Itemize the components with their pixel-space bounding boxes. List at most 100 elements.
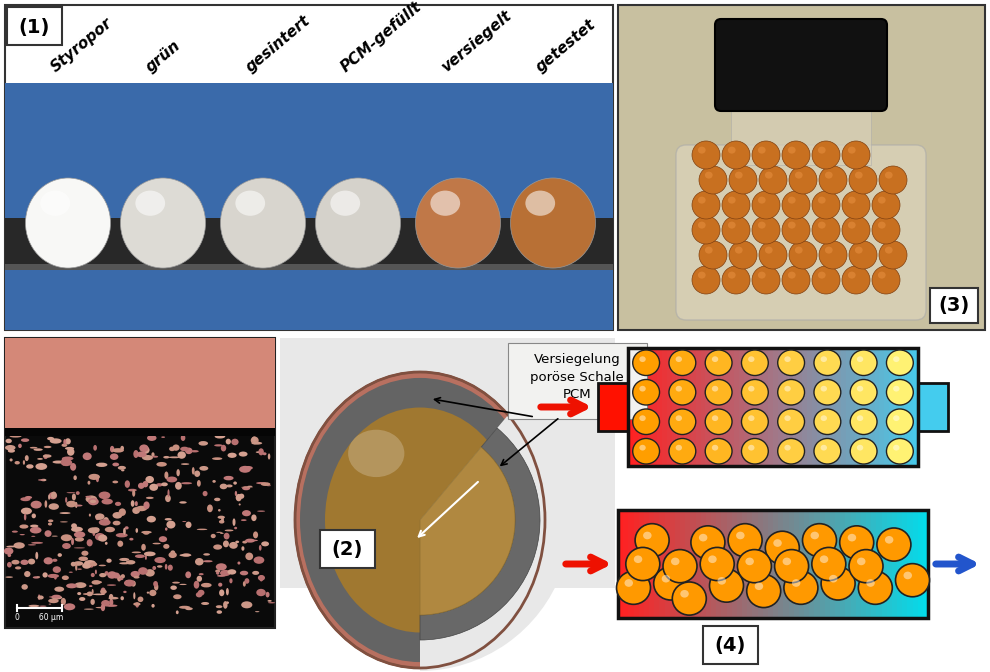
Ellipse shape [95,533,105,541]
Ellipse shape [243,486,250,491]
Ellipse shape [195,558,204,565]
Ellipse shape [31,501,42,509]
Bar [731,110,871,165]
Ellipse shape [782,558,791,565]
Ellipse shape [855,247,862,253]
Ellipse shape [70,562,76,566]
Ellipse shape [896,564,930,597]
Text: Styropor: Styropor [49,15,116,75]
Ellipse shape [818,197,826,204]
Ellipse shape [257,511,265,512]
Ellipse shape [90,562,97,566]
Ellipse shape [820,556,829,563]
Bar [690,510,697,618]
Text: PCM-gefüllt: PCM-gefüllt [339,0,425,75]
Ellipse shape [23,460,25,465]
Bar [923,510,929,618]
Ellipse shape [96,462,107,467]
Ellipse shape [260,482,270,486]
Ellipse shape [176,610,178,614]
Ellipse shape [67,448,74,456]
Ellipse shape [617,571,650,604]
Ellipse shape [737,532,744,540]
Ellipse shape [821,567,855,600]
Ellipse shape [79,597,85,601]
Ellipse shape [110,446,114,452]
Ellipse shape [21,497,31,501]
Bar [5,428,275,436]
Ellipse shape [130,538,134,540]
Bar [889,348,895,466]
Ellipse shape [814,380,841,405]
Ellipse shape [10,435,22,437]
Ellipse shape [239,493,245,499]
Ellipse shape [224,533,230,540]
Ellipse shape [722,191,750,219]
Text: (4): (4) [715,636,745,655]
Ellipse shape [718,577,726,585]
Ellipse shape [223,540,229,547]
Ellipse shape [213,480,216,482]
Ellipse shape [185,521,191,528]
Ellipse shape [61,458,67,466]
Ellipse shape [258,448,264,456]
Ellipse shape [221,178,306,268]
Bar [899,348,905,466]
Ellipse shape [220,533,224,534]
Bar [907,510,914,618]
Bar [716,510,723,618]
Ellipse shape [213,544,222,550]
Ellipse shape [735,247,742,253]
Ellipse shape [164,564,167,570]
Bar [753,348,759,466]
Ellipse shape [226,439,231,444]
Ellipse shape [161,482,168,487]
Bar [897,510,903,618]
Ellipse shape [172,444,179,451]
Ellipse shape [136,191,165,216]
Ellipse shape [680,590,689,597]
Ellipse shape [152,566,156,570]
Ellipse shape [65,438,71,444]
Ellipse shape [858,571,892,604]
Ellipse shape [87,539,93,546]
Ellipse shape [28,544,36,546]
Bar [618,510,928,618]
Ellipse shape [236,191,265,216]
Ellipse shape [879,166,907,194]
Ellipse shape [50,438,61,444]
Ellipse shape [784,356,791,362]
Bar [855,348,861,466]
Ellipse shape [149,590,156,596]
Ellipse shape [147,591,149,594]
Ellipse shape [758,146,765,154]
Bar [638,348,644,466]
Bar [799,510,805,618]
Ellipse shape [633,438,659,464]
Ellipse shape [121,178,206,268]
Ellipse shape [765,171,772,179]
Ellipse shape [165,495,171,502]
Ellipse shape [51,595,61,599]
Ellipse shape [758,271,765,279]
Ellipse shape [857,415,863,421]
Ellipse shape [168,456,180,458]
Bar [815,510,821,618]
Ellipse shape [229,542,238,549]
Ellipse shape [73,475,77,480]
Ellipse shape [788,222,796,228]
Text: Versiegelung: Versiegelung [534,353,621,366]
Bar [850,348,856,466]
Ellipse shape [54,587,64,592]
Ellipse shape [74,582,86,588]
Ellipse shape [266,485,271,487]
Ellipse shape [255,451,262,453]
Ellipse shape [712,356,718,362]
Ellipse shape [110,454,119,460]
Ellipse shape [139,567,148,575]
Ellipse shape [68,572,73,573]
Bar [861,510,867,618]
Ellipse shape [170,585,177,590]
Ellipse shape [752,266,780,294]
Ellipse shape [246,539,255,543]
